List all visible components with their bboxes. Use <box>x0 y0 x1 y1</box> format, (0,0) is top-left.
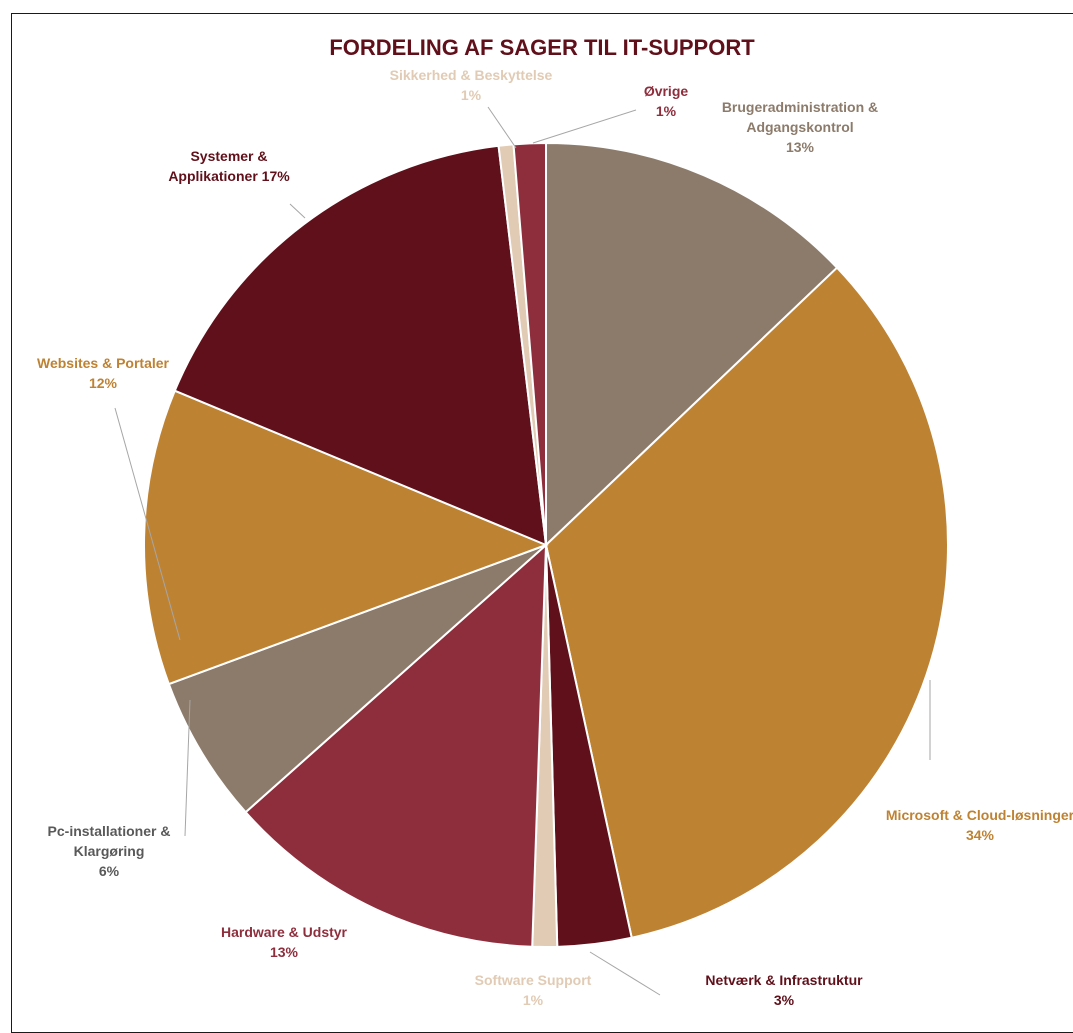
pie-slice-1 <box>544 266 949 939</box>
slice-label-4: Hardware & Udstyr 13% <box>221 924 348 960</box>
slice-label-line: Software Support <box>475 972 592 988</box>
leader-line-7 <box>289 203 306 219</box>
slice-label-line: Netværk & Infrastruktur <box>705 972 863 988</box>
pie-slice-4 <box>244 542 548 948</box>
slice-label-line: Sikkerhed & Beskyttelse <box>390 67 553 83</box>
slice-label-7: Systemer & Applikationer 17% <box>168 148 290 184</box>
leader-lines <box>114 106 931 996</box>
slice-label-3: Software Support 1% <box>475 972 592 1008</box>
slice-label-9: Øvrige 1% <box>644 83 689 119</box>
slice-label-line: 1% <box>523 992 544 1008</box>
slice-label-1: Microsoft & Cloud-løsninger 34% <box>886 807 1073 843</box>
pie-slice-7 <box>173 144 548 547</box>
slice-label-line: 3% <box>774 992 795 1008</box>
slice-label-line: Klargøring <box>74 843 145 859</box>
slice-label-line: Brugeradministration & <box>722 99 878 115</box>
slice-label-line: Pc-installationer & <box>48 823 171 839</box>
slice-label-2: Netværk & Infrastruktur 3% <box>705 972 863 1008</box>
pie-slice-5 <box>167 544 547 814</box>
slice-label-line: Adgangskontrol <box>746 119 853 135</box>
leader-line-5 <box>184 699 191 837</box>
leader-line-8 <box>487 106 517 149</box>
leader-line-2 <box>589 951 661 996</box>
leader-line-6 <box>114 407 181 641</box>
pie-slice-6 <box>143 389 549 686</box>
slice-label-line: 6% <box>99 863 120 879</box>
slice-label-line: Hardware & Udstyr <box>221 924 348 940</box>
leader-line-9 <box>532 109 637 144</box>
slice-label-line: Websites & Portaler <box>37 355 170 371</box>
slice-label-line: Systemer & <box>190 148 267 164</box>
slice-label-line: Microsoft & Cloud-løsninger <box>886 807 1073 823</box>
pie-slice-0 <box>545 141 839 548</box>
slice-label-line: 13% <box>270 944 299 960</box>
slice-label-line: Øvrige <box>644 83 689 99</box>
slice-label-line: 12% <box>89 375 118 391</box>
slice-label-line: 13% <box>786 139 815 155</box>
slice-label-5: Pc-installationer & Klargøring 6% <box>48 823 171 879</box>
slice-label-line: 1% <box>656 103 677 119</box>
slice-label-line: 1% <box>461 87 482 103</box>
slice-labels: Brugeradministration & Adgangskontrol 13% M… <box>37 67 1073 1008</box>
slice-label-0: Brugeradministration & Adgangskontrol 13% <box>722 99 878 155</box>
chart-title: FORDELING AF SAGER TIL IT-SUPPORT <box>329 35 755 60</box>
slice-label-6: Websites & Portaler 12% <box>37 355 170 391</box>
slice-label-line: 34% <box>966 827 995 843</box>
slice-label-8: Sikkerhed & Beskyttelse 1% <box>390 67 553 103</box>
pie-slices <box>143 141 949 948</box>
slice-label-line: Applikationer 17% <box>168 168 290 184</box>
